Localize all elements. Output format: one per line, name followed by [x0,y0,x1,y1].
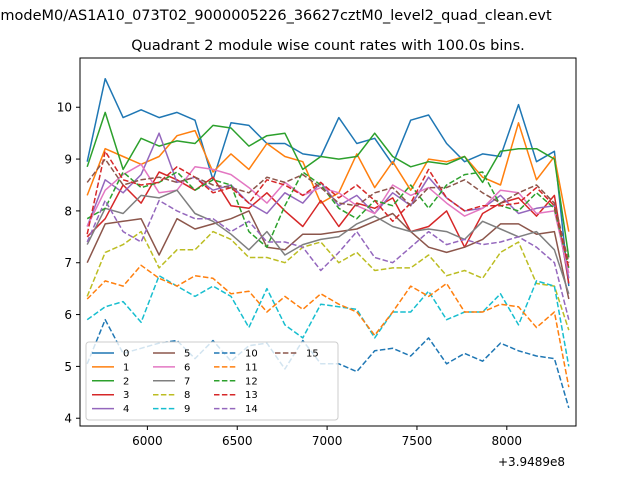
series-line-2 [86,111,570,258]
x-axis-offset-label: +3.9489e8 [498,455,565,469]
legend-label-9: 9 [184,404,190,415]
x-tick-label: 7500 [402,434,433,448]
legend-label-2: 2 [123,376,129,387]
legend-label-15: 15 [306,349,319,360]
figure-suptitle: n file: modeM0/AS1A10_073T02_9000005226_… [0,8,552,24]
legend-label-8: 8 [184,390,190,401]
y-tick-label: 8 [64,204,72,218]
x-axis: 6000 6500 7000 7500 8000 [132,426,522,448]
y-tick-label: 7 [64,256,72,270]
legend-label-12: 12 [245,376,258,387]
y-tick-label: 5 [64,360,72,374]
legend-label-10: 10 [245,349,258,360]
y-axis: 4 5 6 7 8 9 10 [57,101,80,426]
y-tick-label: 6 [64,308,72,322]
legend-label-6: 6 [184,362,190,373]
series-line-3 [86,171,570,284]
x-tick-label: 7000 [312,434,343,448]
chart-title: Quadrant 2 module wise count rates with … [131,38,525,54]
y-tick-label: 4 [64,412,72,426]
x-tick-label: 6500 [222,434,253,448]
series-line-11 [86,264,570,388]
legend-label-5: 5 [184,349,190,360]
series-line-6 [86,163,570,274]
legend-label-11: 11 [245,362,258,373]
series-line-9 [86,274,570,367]
series-layer [86,77,570,409]
series-line-13 [86,150,570,269]
legend-label-7: 7 [184,376,190,387]
series-line-14 [86,199,570,320]
series-line-15 [86,158,570,263]
legend-label-14: 14 [245,404,258,415]
x-tick-label: 6000 [132,434,163,448]
legend-label-1: 1 [123,362,129,373]
legend-label-3: 3 [123,390,129,401]
plot-frame [79,57,577,427]
series-line-12 [86,171,570,269]
series-line-8 [86,230,570,331]
legend-label-13: 13 [245,390,258,401]
x-tick-label: 8000 [492,434,523,448]
series-line-5 [86,210,570,300]
series-line-4 [86,132,570,279]
series-line-1 [86,122,570,232]
legend-label-4: 4 [123,404,129,415]
series-line-0 [86,77,570,287]
y-tick-label: 10 [57,101,72,115]
y-tick-label: 9 [64,153,72,167]
legend-label-0: 0 [123,349,129,360]
series-line-7 [86,189,570,295]
legend-box [85,341,339,421]
